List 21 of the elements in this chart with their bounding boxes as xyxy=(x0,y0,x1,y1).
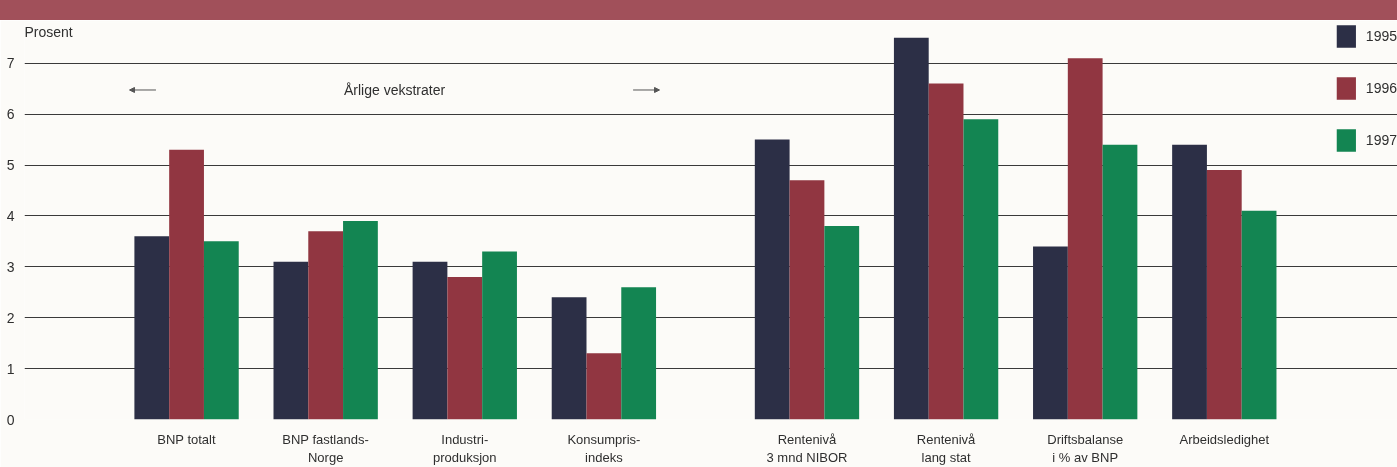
legend-label: 1996 xyxy=(1365,79,1397,98)
y-tick-label: 4 xyxy=(6,207,15,224)
x-tick-label: Industri- produksjon xyxy=(432,431,497,465)
x-tick-label: Arbeidsledighet xyxy=(1179,431,1270,447)
y-tick-label: 5 xyxy=(6,157,15,174)
y-tick-label: 0 xyxy=(6,411,15,428)
x-tick-label: BNP fastlands- Norge xyxy=(282,431,369,465)
y-tick-label: 3 xyxy=(6,258,15,275)
legend-label: 1995 xyxy=(1365,27,1397,46)
annotation: Årlige vekstrater xyxy=(343,81,446,98)
y-axis-title: Prosent xyxy=(24,23,73,40)
x-tick-label: Driftsbalanse i % av BNP xyxy=(1047,431,1124,465)
x-tick-label: Rentenivå 3 mnd NIBOR xyxy=(766,431,848,465)
x-tick-label: Konsumpris- indeks xyxy=(567,431,641,465)
x-tick-label: BNP totalt xyxy=(157,431,216,447)
y-tick-label: 2 xyxy=(6,309,15,326)
legend-label: 1997 xyxy=(1365,131,1397,150)
y-tick-label: 6 xyxy=(6,106,15,123)
y-tick-label: 1 xyxy=(6,360,15,377)
y-tick-label: 7 xyxy=(6,55,15,72)
x-tick-label: Rentenivå lang stat xyxy=(916,431,977,465)
